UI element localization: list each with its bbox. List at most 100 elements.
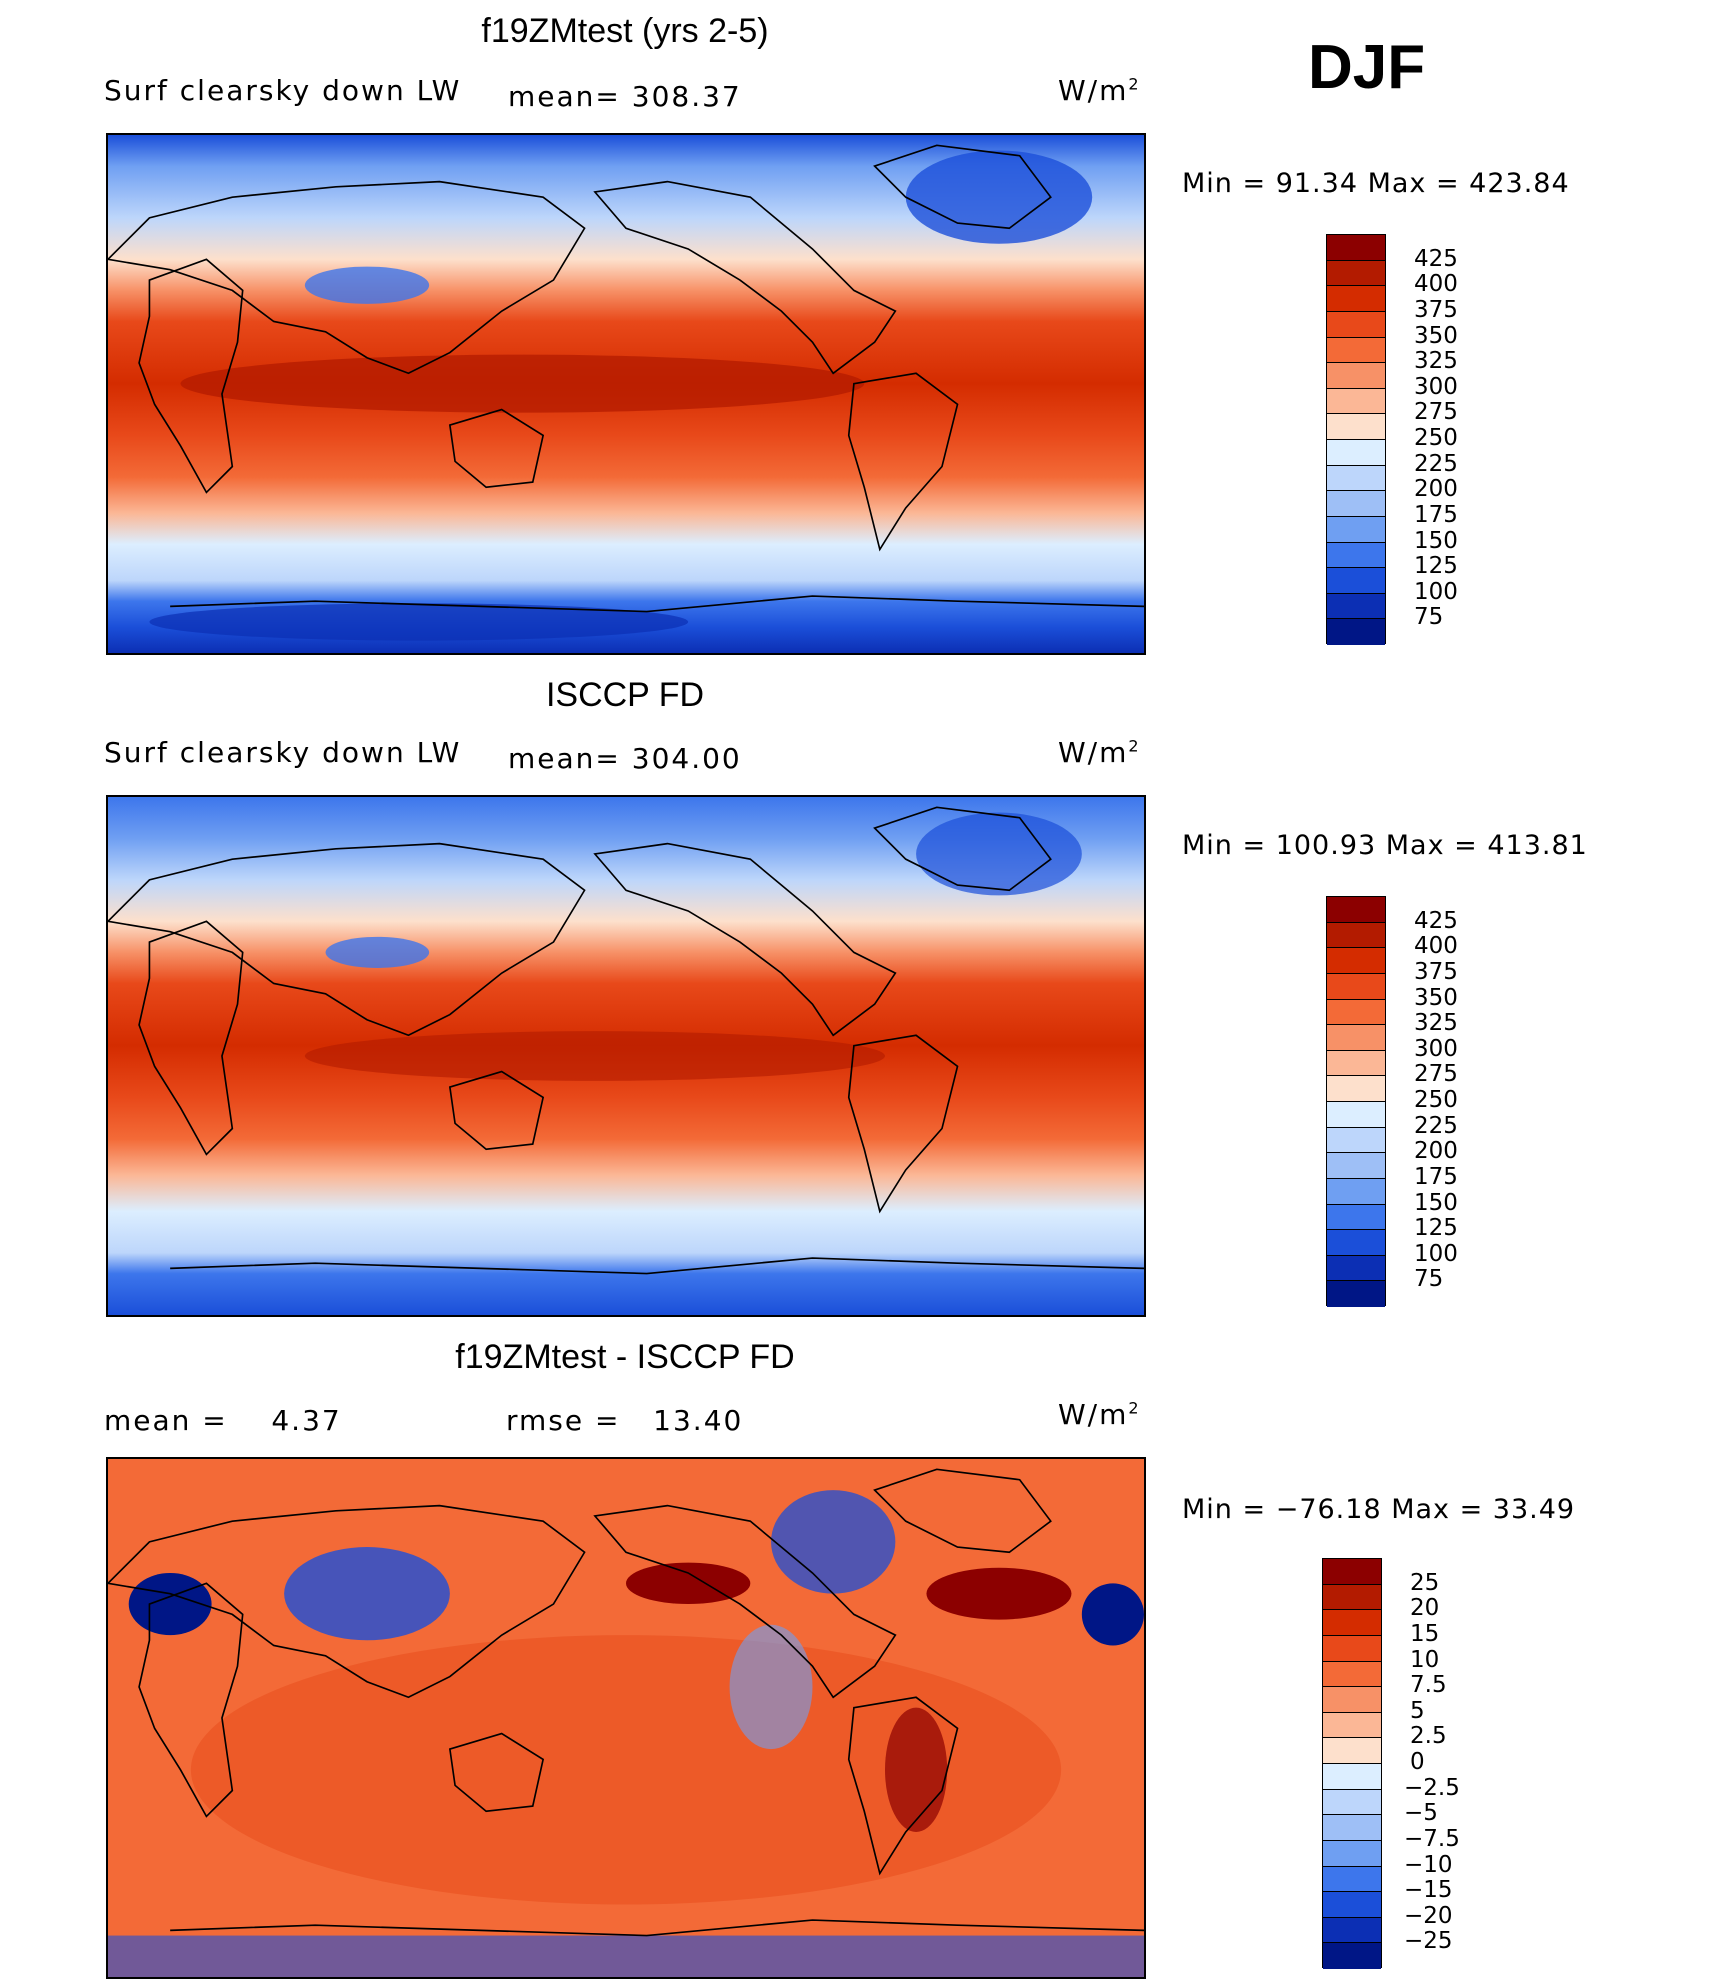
- colorbar-swatch: [1327, 1255, 1385, 1282]
- colorbar-tick-label: 150: [1414, 527, 1458, 554]
- panel2-map: [106, 795, 1146, 1317]
- colorbar-swatch: [1323, 1584, 1381, 1611]
- colorbar-tick-label: 275: [1414, 399, 1458, 426]
- colorbar-tick-label: −15: [1404, 1877, 1453, 1904]
- colorbar-swatch: [1327, 337, 1385, 364]
- colorbar-swatch: [1323, 1738, 1381, 1764]
- colorbar-tick-label: 100: [1414, 578, 1458, 605]
- panel1-colorbar: 425 400 375 350 325 300 275 250 225 200 175 150 125 1…: [1326, 234, 1486, 645]
- colorbar-swatch: [1327, 1230, 1385, 1256]
- colorbar-swatch: [1327, 286, 1385, 312]
- colorbar-swatch: [1327, 516, 1385, 543]
- panel3-colorbar: 25 20 15 10 7.5 5 2.5 0 −2.5 −5 −7.5 −10 −15 −20 −25: [1322, 1558, 1482, 1969]
- colorbar-tick-label: 425: [1414, 907, 1458, 934]
- panel1-mean-label: mean= 308.37: [508, 80, 742, 113]
- colorbar-tick-label: 300: [1414, 1035, 1458, 1062]
- colorbar-tick-label: 225: [1414, 1112, 1458, 1139]
- colorbar-tick-label: 275: [1414, 1061, 1458, 1088]
- colorbar-tick-label: −5: [1404, 1800, 1438, 1827]
- panel2-title: ISCCP FD: [545, 676, 705, 714]
- colorbar-tick-label: 175: [1414, 501, 1458, 528]
- panel3-colorbar-swatches: [1322, 1558, 1382, 1969]
- colorbar-swatch: [1323, 1764, 1381, 1790]
- colorbar-tick-label: 2.5: [1410, 1723, 1447, 1750]
- colorbar-swatch: [1327, 1050, 1385, 1077]
- panel3-rmse-label: rmse = 13.40: [506, 1404, 744, 1437]
- colorbar-swatch: [1327, 1281, 1385, 1307]
- colorbar-tick-label: 10: [1410, 1646, 1440, 1673]
- panel1-map: [106, 133, 1146, 655]
- colorbar-swatch: [1323, 1917, 1381, 1944]
- colorbar-swatch: [1327, 235, 1385, 261]
- colorbar-swatch: [1327, 1178, 1385, 1205]
- colorbar-tick-label: 20: [1410, 1595, 1440, 1622]
- colorbar-tick-label: 250: [1414, 1087, 1458, 1113]
- panel3-field: [108, 1459, 1144, 1977]
- colorbar-tick-label: 300: [1414, 373, 1458, 400]
- colorbar-tick-label: −25: [1404, 1928, 1453, 1955]
- panel1-colorbar-swatches: [1326, 234, 1386, 645]
- panel3-map: [106, 1457, 1146, 1979]
- colorbar-tick-label: 325: [1414, 1010, 1458, 1037]
- colorbar-tick-label: 400: [1414, 271, 1458, 298]
- colorbar-tick-label: 0: [1410, 1749, 1425, 1775]
- panel3-title: f19ZMtest - ISCCP FD: [455, 1338, 795, 1376]
- colorbar-tick-label: 200: [1414, 476, 1458, 503]
- colorbar-tick-label: −2.5: [1404, 1774, 1460, 1801]
- colorbar-tick-label: 175: [1414, 1163, 1458, 1190]
- colorbar-swatch: [1327, 491, 1385, 517]
- panel2-colorbar-swatches: [1326, 896, 1386, 1307]
- colorbar-swatch: [1327, 1153, 1385, 1179]
- panel1-field: [108, 135, 1144, 653]
- colorbar-swatch: [1327, 363, 1385, 389]
- colorbar-swatch: [1327, 1025, 1385, 1051]
- panel2-minmax: Min = 100.93 Max = 413.81: [1182, 830, 1588, 861]
- colorbar-tick-label: 325: [1414, 348, 1458, 375]
- panel2-colorbar: 425 400 375 350 325 300 275 250 225 200 175 150 125 1…: [1326, 896, 1486, 1307]
- colorbar-tick-label: 125: [1414, 1215, 1458, 1242]
- colorbar-swatch: [1327, 948, 1385, 974]
- panel1-units: W/m2: [1058, 74, 1141, 107]
- panel3-units: W/m2: [1058, 1398, 1141, 1431]
- colorbar-tick-label: 200: [1414, 1138, 1458, 1165]
- colorbar-tick-label: 75: [1414, 1266, 1444, 1293]
- colorbar-swatch: [1323, 1559, 1381, 1585]
- colorbar-swatch: [1327, 414, 1385, 440]
- colorbar-tick-label: 5: [1410, 1697, 1425, 1724]
- colorbar-swatch: [1323, 1635, 1381, 1662]
- colorbar-tick-label: 7.5: [1410, 1672, 1447, 1699]
- colorbar-swatch: [1323, 1815, 1381, 1841]
- colorbar-tick-label: 225: [1414, 450, 1458, 477]
- colorbar-tick-label: 400: [1414, 933, 1458, 960]
- colorbar-swatch: [1323, 1943, 1381, 1969]
- colorbar-tick-label: 15: [1410, 1620, 1440, 1647]
- colorbar-swatch: [1327, 568, 1385, 594]
- colorbar-swatch: [1323, 1610, 1381, 1636]
- colorbar-tick-label: −10: [1404, 1851, 1453, 1878]
- colorbar-tick-label: 75: [1414, 604, 1444, 631]
- colorbar-swatch: [1327, 465, 1385, 492]
- colorbar-swatch: [1323, 1866, 1381, 1893]
- season-label: DJF: [1308, 33, 1426, 102]
- colorbar-swatch: [1327, 619, 1385, 645]
- colorbar-swatch: [1327, 1102, 1385, 1128]
- colorbar-swatch: [1323, 1687, 1381, 1713]
- colorbar-swatch: [1327, 593, 1385, 620]
- colorbar-swatch: [1327, 311, 1385, 338]
- colorbar-tick-label: −7.5: [1404, 1825, 1460, 1852]
- panel2-mean-label: mean= 304.00: [508, 742, 742, 775]
- colorbar-swatch: [1327, 1076, 1385, 1102]
- colorbar-swatch: [1323, 1712, 1381, 1739]
- colorbar-swatch: [1327, 440, 1385, 466]
- panel3-minmax: Min = −76.18 Max = 33.49: [1182, 1494, 1576, 1525]
- colorbar-tick-label: −20: [1404, 1902, 1453, 1929]
- panel2-field: [108, 797, 1144, 1315]
- colorbar-swatch: [1327, 973, 1385, 1000]
- colorbar-tick-label: 350: [1414, 322, 1458, 349]
- colorbar-swatch: [1323, 1661, 1381, 1688]
- panel3-mean-label: mean = 4.37: [104, 1404, 342, 1437]
- colorbar-tick-label: 125: [1414, 553, 1458, 580]
- colorbar-tick-label: 350: [1414, 984, 1458, 1011]
- colorbar-swatch: [1327, 999, 1385, 1026]
- colorbar-swatch: [1327, 260, 1385, 287]
